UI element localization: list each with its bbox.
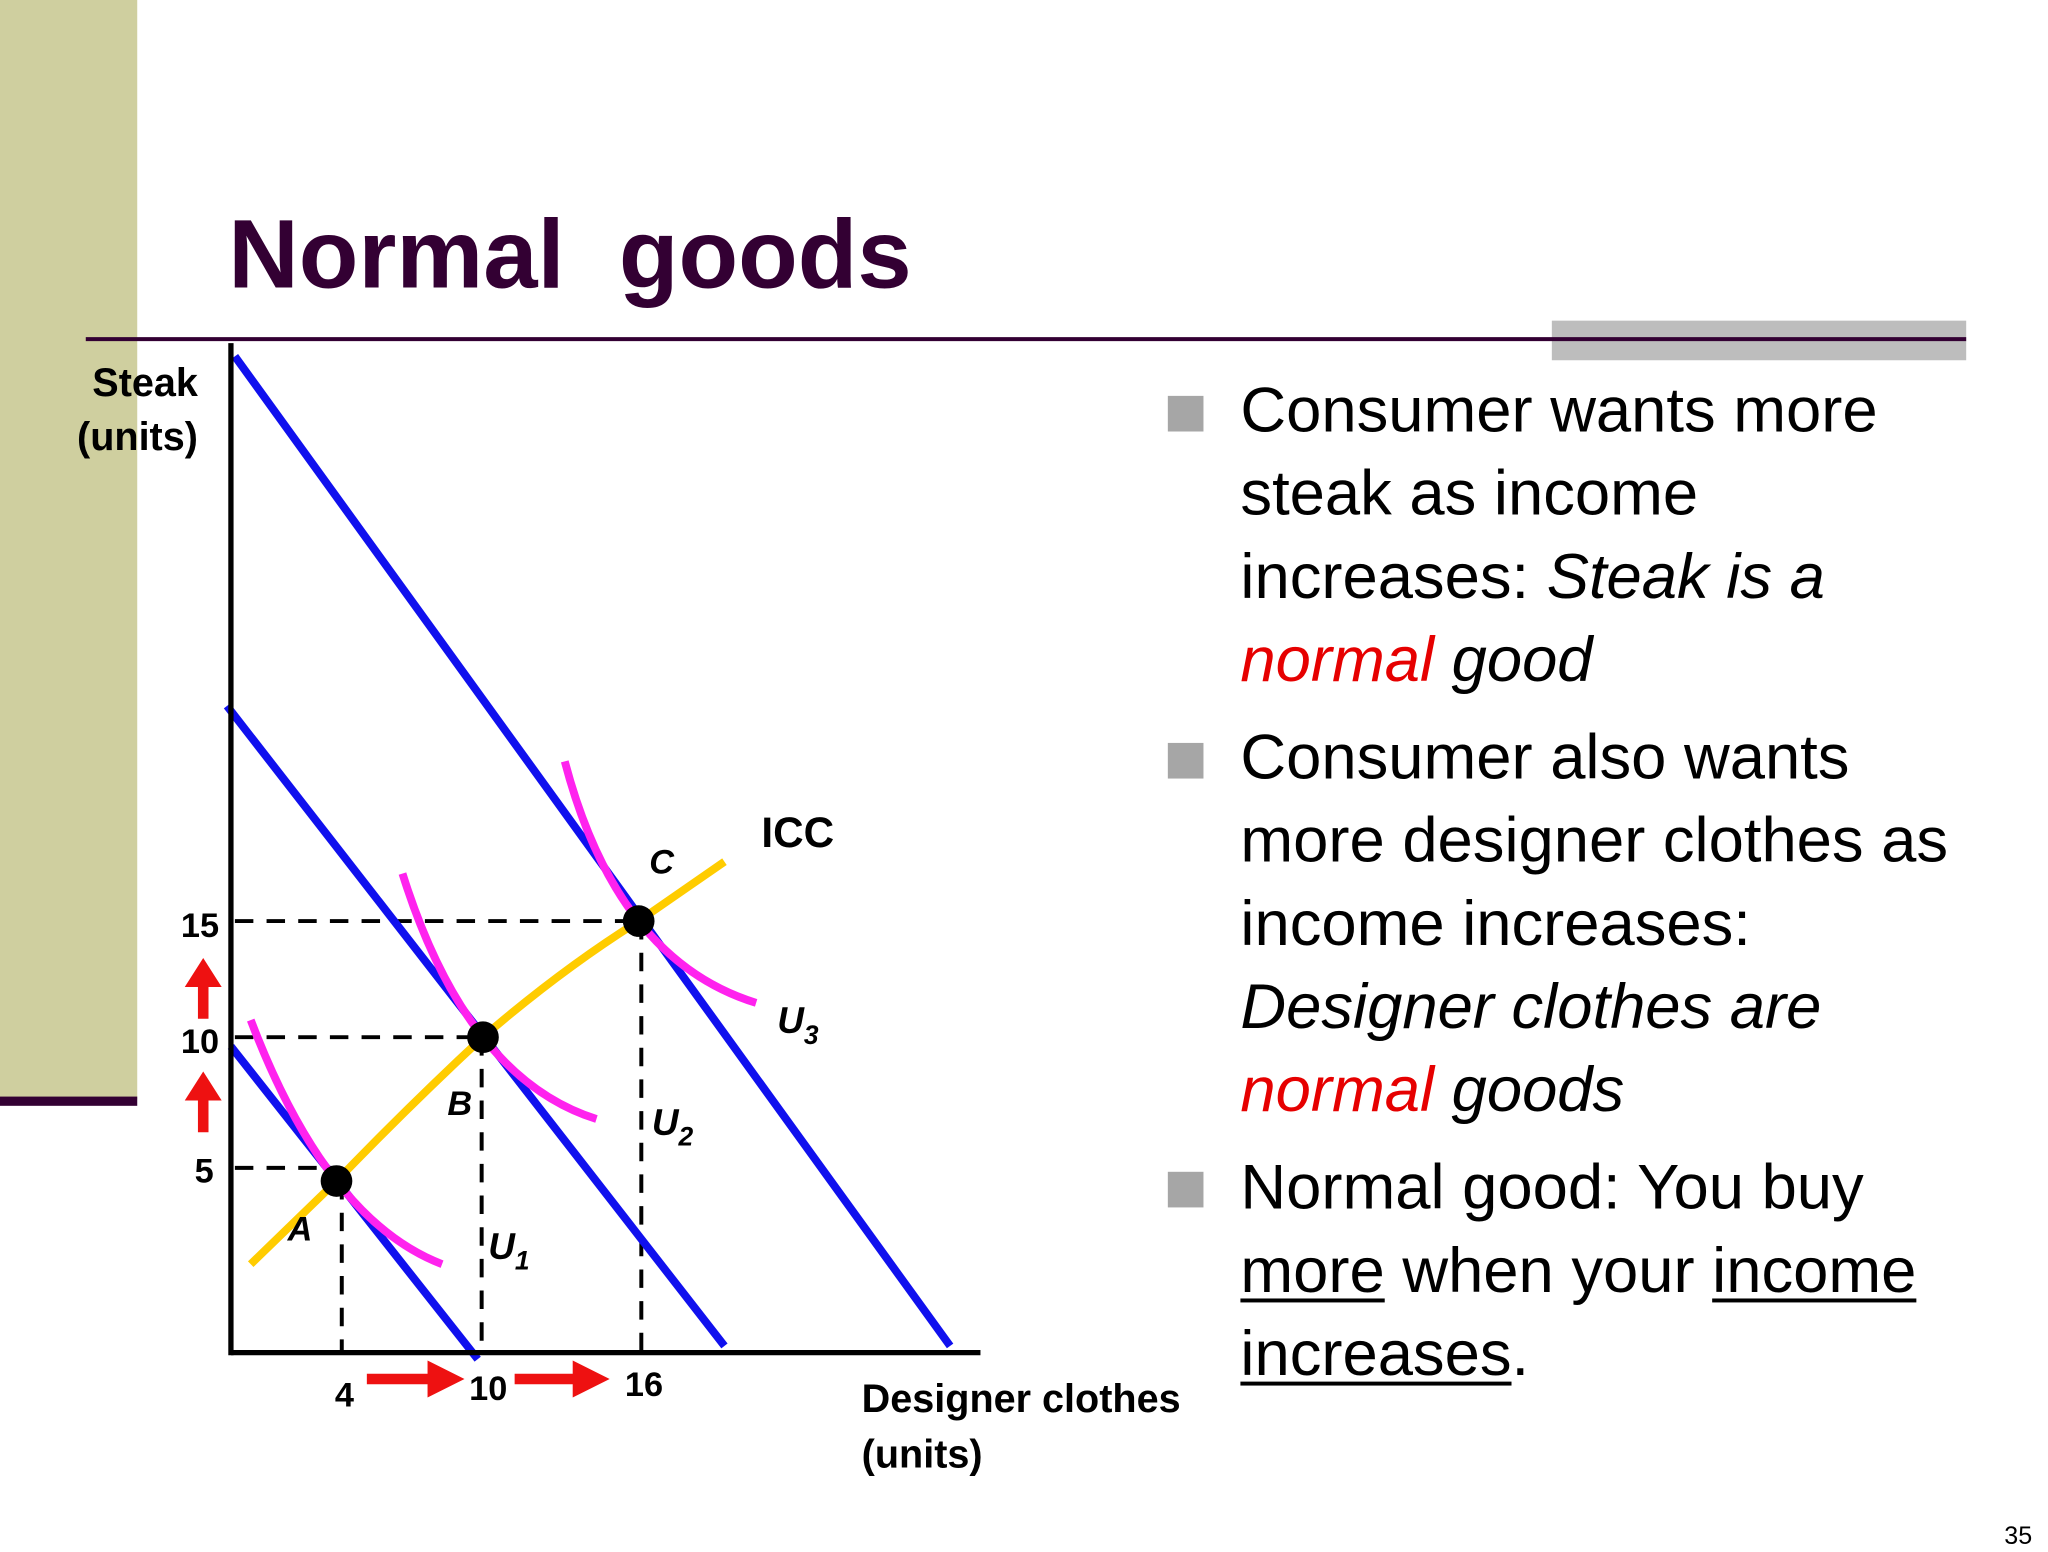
x-tick-label: 10 — [469, 1370, 507, 1408]
bullet-text: Steak is a — [1546, 542, 1825, 613]
right-arrow — [514, 1360, 610, 1398]
bullet-text: normal — [1240, 1055, 1435, 1126]
point — [622, 905, 655, 937]
guides — [234, 919, 644, 1353]
indifference-curve — [560, 760, 758, 1007]
bullet-marker — [1167, 742, 1204, 779]
curve-index: 1 — [515, 1245, 530, 1275]
curve-index: 3 — [804, 1020, 819, 1050]
curve-letter: U — [652, 1102, 680, 1143]
side-bar-edge — [0, 1096, 138, 1106]
y-tick-label: 15 — [181, 907, 219, 945]
bullet-marker — [1167, 395, 1204, 432]
point-label: B — [447, 1085, 472, 1123]
bullet-text: when your — [1384, 1236, 1713, 1307]
bullet-text: more designer clothes as — [1240, 806, 1949, 877]
bullet-text: more — [1240, 1236, 1385, 1307]
bullet-text: income increases: — [1240, 889, 1751, 960]
bullet-text: goods — [1434, 1055, 1625, 1126]
right-arrow — [366, 1360, 465, 1398]
bullet-text: Designer clothes are — [1240, 972, 1822, 1043]
bullet-text: Consumer wants more — [1240, 376, 1878, 447]
bullet-text: good — [1434, 625, 1593, 696]
y-tick-label: 5 — [195, 1152, 214, 1190]
curve-labels: U1 U2 U3 — [488, 1000, 819, 1275]
up-arrow — [184, 958, 222, 1019]
curve-index: 2 — [678, 1121, 694, 1151]
side-bar — [0, 0, 138, 1100]
x-tick-label: 16 — [625, 1366, 663, 1404]
bullet-text: . — [1511, 1319, 1530, 1390]
bullet: Normal good: You buy more when your incom… — [1240, 1147, 1916, 1396]
x-axis-label: Designer clothes — [862, 1377, 1181, 1421]
bullet-text: steak as income — [1240, 459, 1699, 530]
up-arrow — [184, 1071, 222, 1133]
curve-letter: U — [777, 1000, 805, 1041]
bullet-marker — [1167, 1171, 1204, 1208]
bullet-text: normal — [1240, 625, 1435, 696]
point — [320, 1165, 353, 1197]
bullet-text: Consumer also wants — [1240, 723, 1850, 794]
title: Normal goods — [228, 200, 911, 309]
indifference-curve — [247, 1018, 444, 1268]
point-label: A — [287, 1210, 313, 1248]
point-labels: A B C — [287, 844, 676, 1249]
y-tick-label: 10 — [181, 1023, 219, 1061]
icc-label: ICC — [761, 809, 834, 856]
x-tick-label: 4 — [335, 1377, 354, 1415]
y-label: Steak (units) — [77, 361, 199, 459]
bullet: Consumer also wants more designer clothes… — [1240, 717, 1948, 1133]
point — [467, 1021, 499, 1054]
bullet-text: Normal good: You buy — [1240, 1153, 1864, 1224]
y-axis-label: (units) — [77, 415, 198, 459]
bullet-text: increases: — [1240, 542, 1547, 613]
curve-letter: U — [488, 1226, 516, 1267]
point-label: C — [649, 844, 675, 882]
bullet-text: increases — [1240, 1319, 1512, 1390]
budget-lines — [223, 353, 954, 1362]
x-axis-label: (units) — [862, 1432, 983, 1476]
arrows — [184, 958, 610, 1398]
curve-label: U1 — [488, 1226, 529, 1276]
curve-label: U3 — [777, 1000, 819, 1050]
x-label: Designer clothes (units) — [862, 1377, 1181, 1476]
ticks: 15 10 5 4 10 16 — [181, 907, 663, 1415]
curve-label: U2 — [652, 1102, 694, 1152]
bullet-text: income — [1712, 1236, 1917, 1307]
y-axis-label: Steak — [92, 361, 199, 405]
bullet: Consumer wants more steak as income increa… — [1240, 369, 1877, 702]
